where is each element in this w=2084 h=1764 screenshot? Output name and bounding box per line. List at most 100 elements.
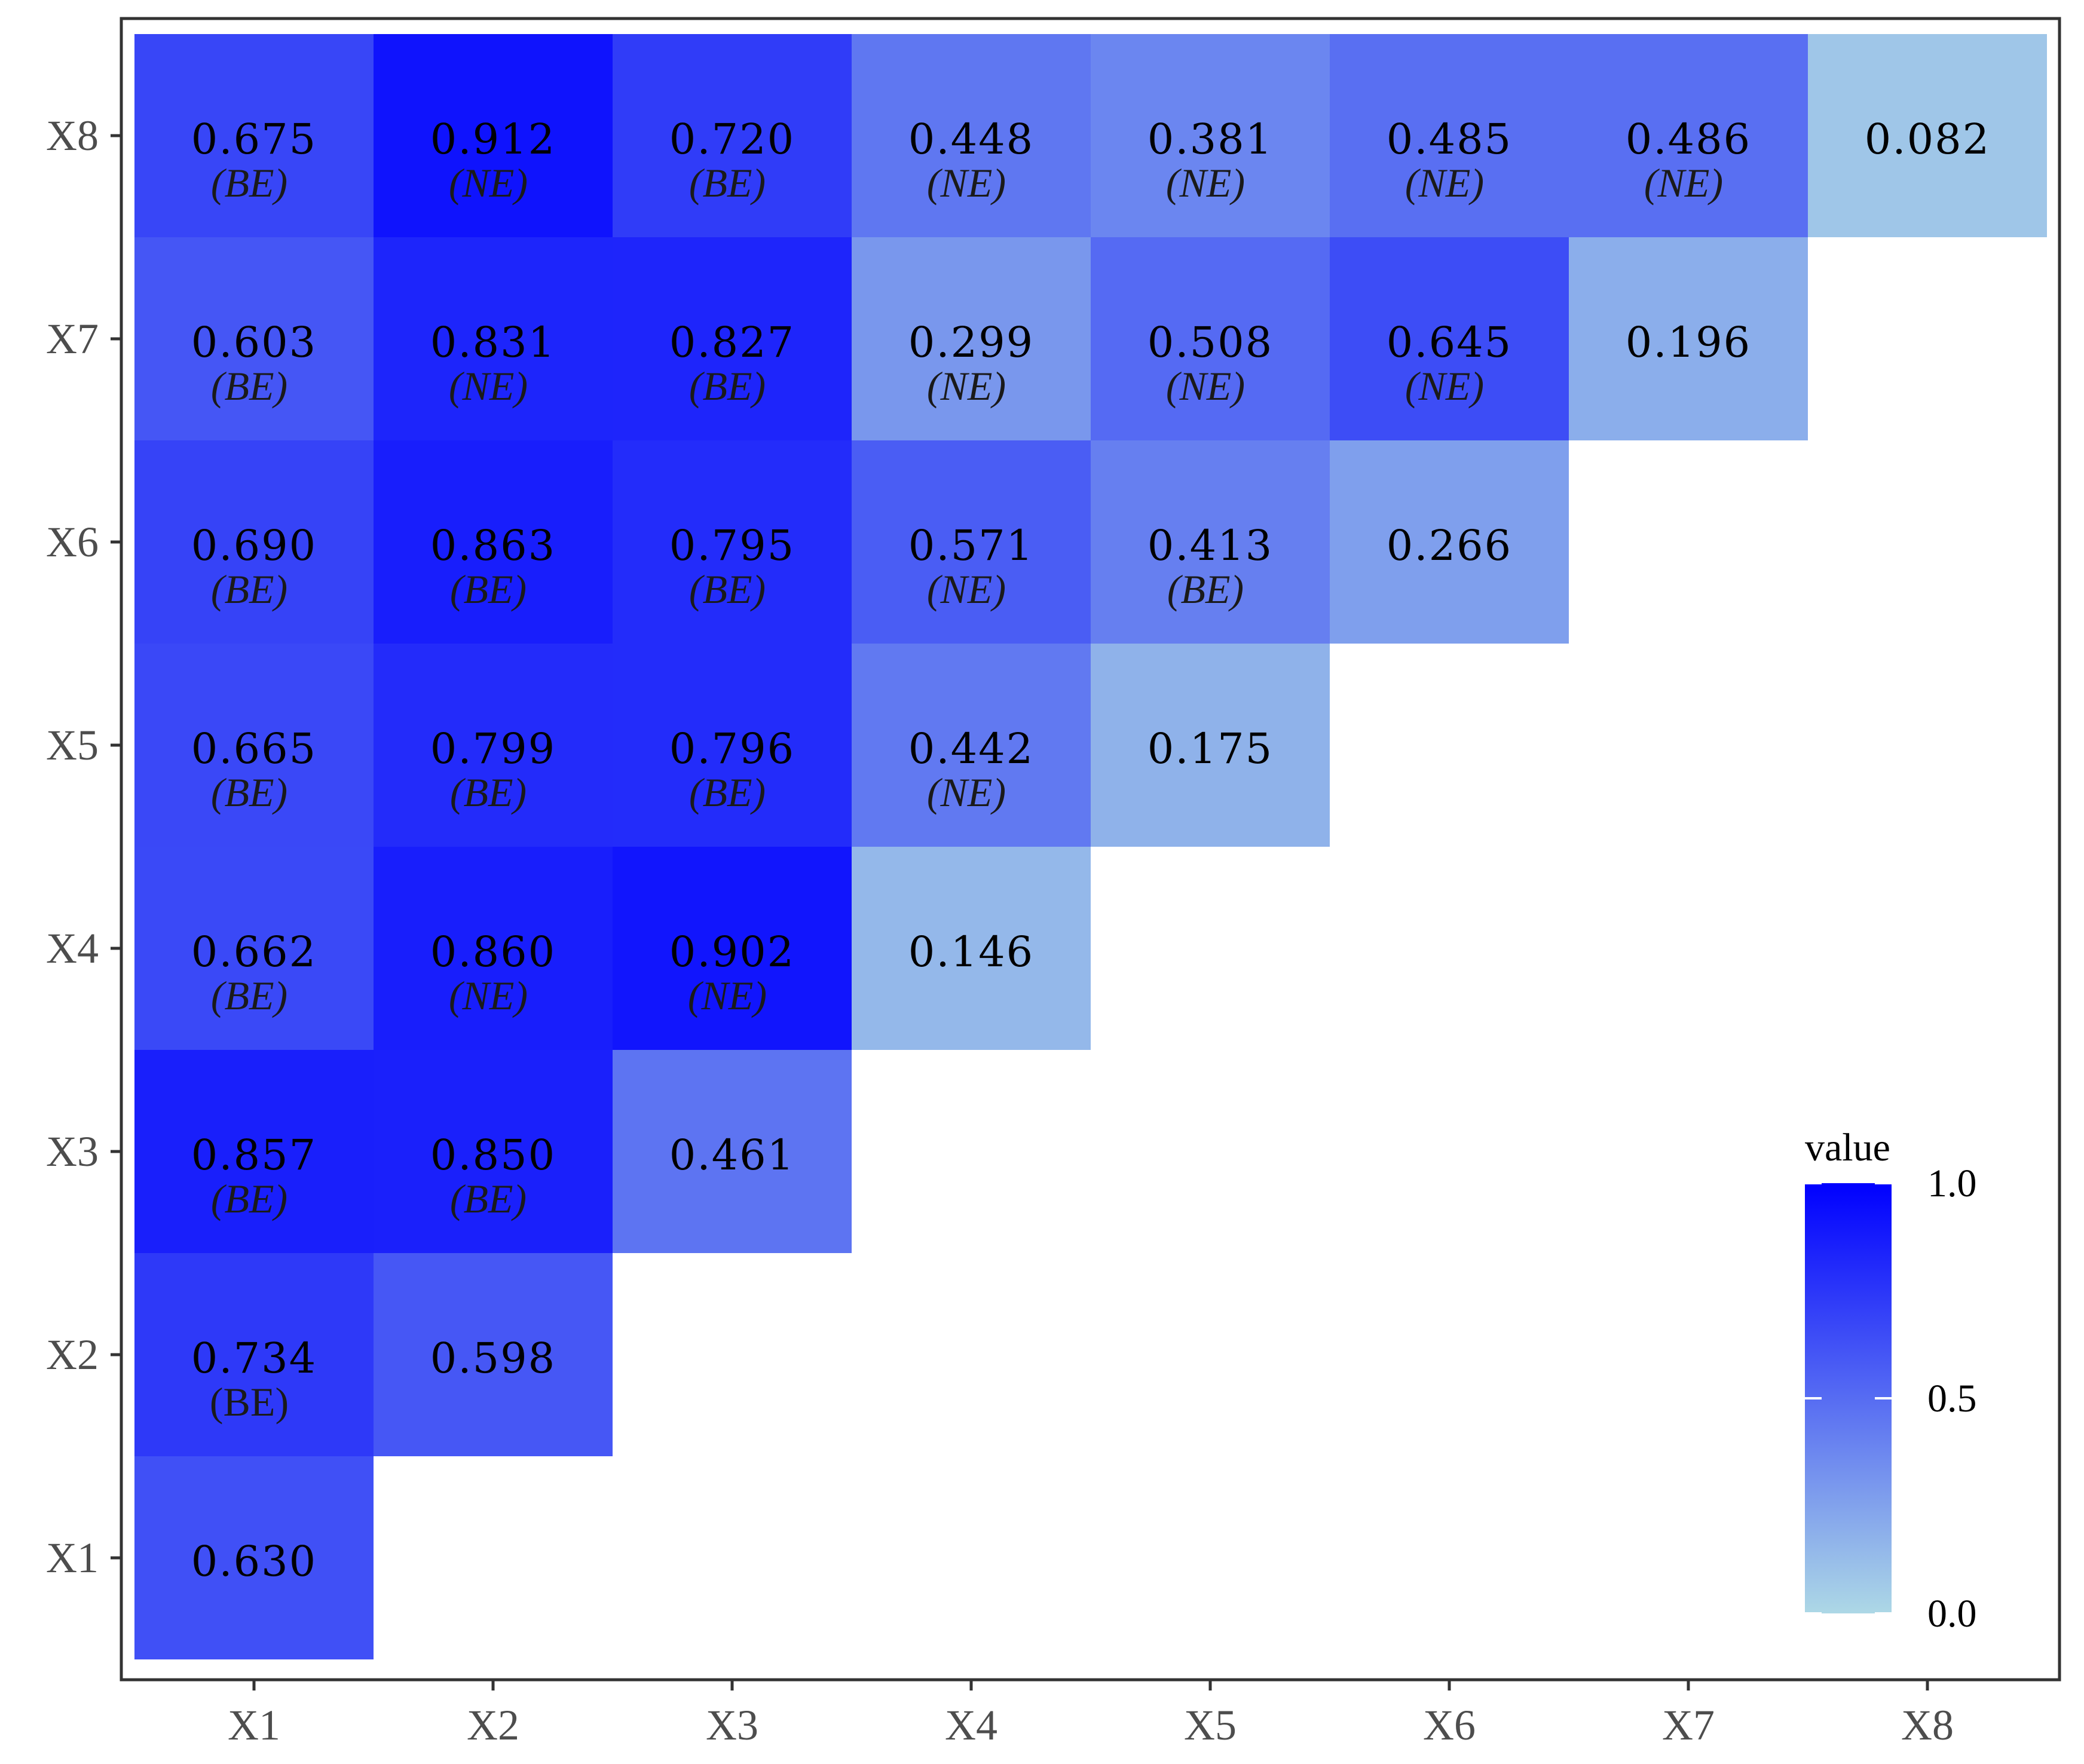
heatmap-cells: 0.6300.734(BE)0.5980.857(BE)0.850(BE)0.4… [134, 34, 2047, 1659]
cell-value-label: 0.860 [430, 927, 556, 976]
heatmap-cell-X1-X4: 0.662(BE) [134, 847, 374, 1050]
heatmap-cell-X2-X8: 0.912(NE) [374, 34, 613, 237]
y-tick-label: X6 [46, 518, 99, 566]
heatmap-cell-X5-X6: 0.413(BE) [1091, 440, 1330, 644]
heatmap-tile [134, 644, 374, 847]
cell-value-label: 0.912 [430, 115, 556, 164]
cell-value-label: 0.857 [191, 1131, 317, 1180]
cell-type-label: (BE) [210, 1379, 289, 1425]
cell-value-label: 0.665 [191, 724, 317, 773]
heatmap-tile [1091, 237, 1330, 440]
heatmap-tile [1330, 34, 1569, 237]
y-tick-label: X2 [46, 1331, 99, 1379]
cell-type-label: (BE) [689, 160, 766, 206]
cell-value-label: 0.486 [1626, 115, 1751, 164]
x-tick-label: X5 [1184, 1701, 1237, 1749]
cell-type-label: (NE) [1405, 363, 1484, 409]
heatmap-cell-X1-X3: 0.857(BE) [134, 1050, 374, 1253]
heatmap-cell-X4-X6: 0.571(NE) [852, 440, 1091, 644]
heatmap-tile [613, 440, 852, 644]
cell-type-label: (NE) [1405, 160, 1484, 206]
cell-value-label: 0.381 [1147, 115, 1273, 164]
cell-type-label: (BE) [450, 770, 527, 815]
heatmap-cell-X4-X8: 0.448(NE) [852, 34, 1091, 237]
heatmap-cell-X2-X6: 0.863(BE) [374, 440, 613, 644]
cell-type-label: (NE) [927, 770, 1006, 815]
heatmap-tile [1091, 34, 1330, 237]
heatmap-tile [613, 1050, 852, 1253]
heatmap-cell-X2-X4: 0.860(NE) [374, 847, 613, 1050]
heatmap-cell-X5-X7: 0.508(NE) [1091, 237, 1330, 440]
cell-value-label: 0.571 [908, 521, 1034, 570]
legend-tick-label: 0.5 [1927, 1377, 1977, 1420]
heatmap-tile [134, 440, 374, 644]
cell-value-label: 0.461 [669, 1131, 795, 1180]
cell-value-label: 0.796 [669, 724, 795, 773]
heatmap-cell-X2-X5: 0.799(BE) [374, 644, 613, 847]
cell-type-label: (NE) [1166, 160, 1245, 206]
cell-type-label: (NE) [927, 160, 1006, 206]
heatmap-cell-X5-X5: 0.175 [1091, 644, 1330, 847]
heatmap-tile [852, 644, 1091, 847]
y-tick-label: X1 [46, 1534, 99, 1582]
cell-value-label: 0.598 [430, 1334, 556, 1383]
cell-value-label: 0.485 [1387, 115, 1512, 164]
heatmap-cell-X7-X8: 0.486(NE) [1569, 34, 1808, 237]
heatmap-tile [374, 1050, 613, 1253]
heatmap-cell-X3-X7: 0.827(BE) [613, 237, 852, 440]
cell-value-label: 0.850 [430, 1131, 556, 1180]
heatmap-tile [852, 847, 1091, 1050]
cell-value-label: 0.603 [191, 318, 317, 367]
cell-type-label: (BE) [211, 973, 287, 1018]
cell-type-label: (NE) [449, 973, 528, 1018]
heatmap-tile [374, 1253, 613, 1456]
cell-type-label: (BE) [211, 566, 287, 612]
x-tick-label: X3 [706, 1701, 758, 1749]
cell-type-label: (BE) [211, 363, 287, 409]
heatmap-cell-X8-X8: 0.082 [1808, 34, 2047, 237]
heatmap-tile [374, 644, 613, 847]
heatmap-cell-X2-X2: 0.598 [374, 1253, 613, 1456]
heatmap-cell-X1-X2: 0.734(BE) [134, 1253, 374, 1456]
cell-value-label: 0.508 [1147, 318, 1273, 367]
y-tick-label: X8 [46, 112, 99, 160]
cell-value-label: 0.146 [908, 927, 1034, 976]
heatmap-tile [1330, 237, 1569, 440]
legend-tick-label: 0.0 [1927, 1592, 1977, 1636]
cell-type-label: (NE) [1166, 363, 1245, 409]
heatmap-tile [613, 34, 852, 237]
cell-value-label: 0.413 [1147, 521, 1273, 570]
heatmap-tile [1569, 237, 1808, 440]
heatmap-tile [1569, 34, 1808, 237]
heatmap-cell-X1-X7: 0.603(BE) [134, 237, 374, 440]
cell-type-label: (BE) [689, 363, 766, 409]
cell-type-label: (NE) [449, 160, 528, 206]
heatmap-cell-X2-X3: 0.850(BE) [374, 1050, 613, 1253]
heatmap-cell-X4-X7: 0.299(NE) [852, 237, 1091, 440]
heatmap-tile [134, 34, 374, 237]
cell-value-label: 0.831 [430, 318, 556, 367]
cell-type-label: (NE) [927, 566, 1006, 612]
x-tick-label: X7 [1662, 1701, 1715, 1749]
x-tick-label: X8 [1901, 1701, 1954, 1749]
cell-value-label: 0.827 [669, 318, 795, 367]
heatmap-tile [852, 34, 1091, 237]
heatmap-cell-X3-X4: 0.902(NE) [613, 847, 852, 1050]
cell-type-label: (NE) [449, 363, 528, 409]
heatmap-tile [134, 1050, 374, 1253]
heatmap-tile [374, 237, 613, 440]
heatmap-cell-X1-X5: 0.665(BE) [134, 644, 374, 847]
heatmap-cell-X1-X1: 0.630 [134, 1456, 374, 1659]
cell-value-label: 0.266 [1387, 521, 1512, 570]
heatmap-tile [374, 847, 613, 1050]
heatmap-cell-X5-X8: 0.381(NE) [1091, 34, 1330, 237]
x-tick-label: X4 [945, 1701, 997, 1749]
heatmap-cell-X3-X6: 0.795(BE) [613, 440, 852, 644]
cell-value-label: 0.863 [430, 521, 556, 570]
heatmap-tile [1330, 440, 1569, 644]
y-tick-label: X7 [46, 315, 99, 363]
legend-tick-label: 1.0 [1927, 1162, 1977, 1205]
heatmap-tile [1091, 440, 1330, 644]
heatmap-cell-X6-X7: 0.645(NE) [1330, 237, 1569, 440]
